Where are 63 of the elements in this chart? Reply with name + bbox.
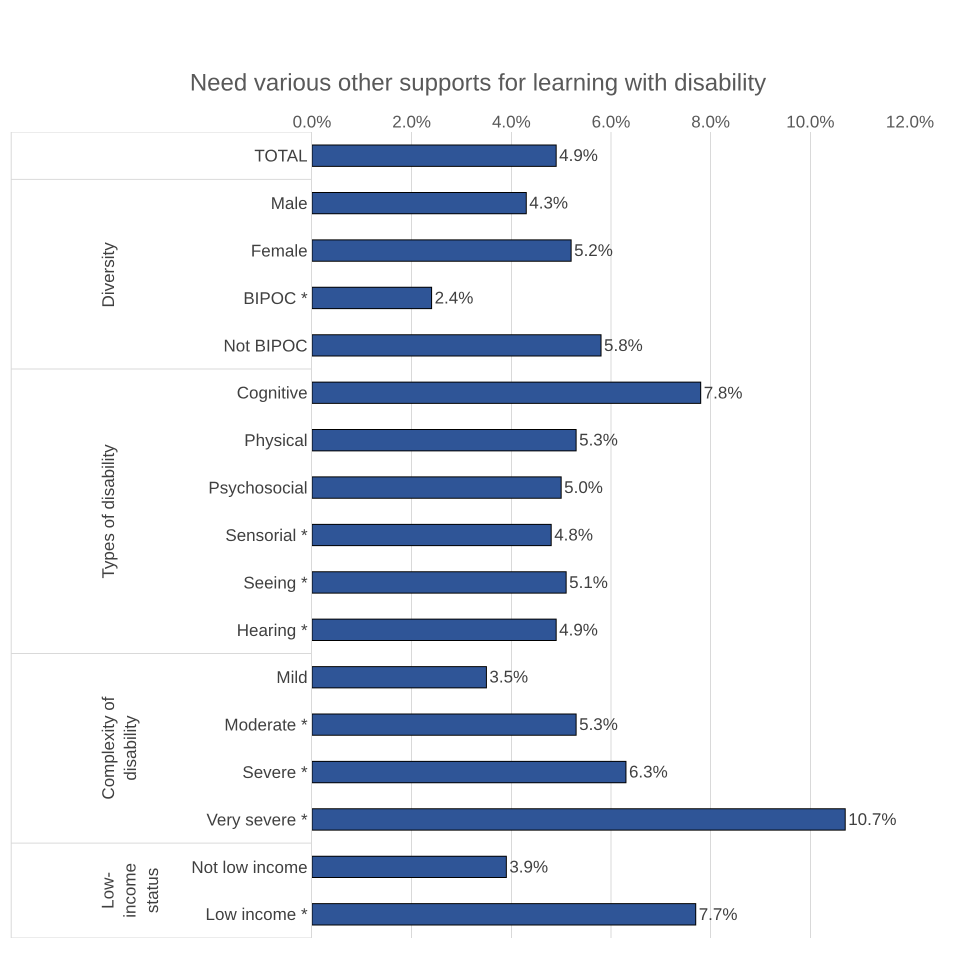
data-label: 3.5% (489, 668, 528, 687)
data-label: 2.4% (434, 288, 474, 308)
text: Types of disability (98, 444, 118, 579)
y-tick-label: Seeing * (243, 573, 308, 592)
bar (312, 286, 432, 310)
text: Diversity (98, 242, 118, 308)
bar (312, 713, 577, 736)
y-tick-label: BIPOC * (243, 288, 308, 308)
bar (312, 144, 557, 167)
chart-title: Need various other supports for learning with disability (190, 69, 766, 96)
y-tick-label: TOTAL (254, 146, 308, 166)
x-tick-label: 2.0% (392, 112, 432, 132)
data-label: 5.1% (569, 572, 608, 592)
bar (312, 476, 562, 499)
data-label: 4.8% (554, 526, 593, 544)
bar (312, 760, 626, 784)
bar (312, 239, 572, 262)
y-tick-label: Sensorial * (225, 526, 308, 545)
y-tick-label: Moderate * (224, 716, 308, 735)
data-label: 4.3% (529, 194, 568, 213)
y-tick-label: Physical (244, 431, 308, 450)
y-tick-label: Female (250, 241, 308, 260)
y-tick-label: Male (270, 194, 308, 214)
x-tick-label: 6.0% (592, 112, 630, 132)
data-label: 5.8% (604, 336, 643, 355)
y-tick-label: Not low income (191, 858, 308, 877)
x-tick-label: 8.0% (691, 112, 730, 132)
text: Low-income status (98, 863, 162, 918)
x-tick-label: 10.0% (786, 112, 834, 132)
y-tick-label: Low income * (206, 905, 308, 924)
data-label: 7.8% (704, 383, 742, 402)
text: Complexity of disability (98, 696, 140, 800)
bar (312, 808, 846, 831)
y-tick-label: Mild (276, 668, 308, 688)
bar (312, 666, 487, 688)
x-tick-label: 4.0% (492, 112, 531, 132)
bar (312, 334, 602, 357)
y-tick-label: Psychosocial (208, 478, 308, 498)
bar (312, 856, 507, 878)
data-label: 5.3% (579, 430, 618, 450)
x-tick-label: 0.0% (292, 112, 332, 132)
y-tick-label: Not BIPOC (224, 336, 308, 356)
data-label: 4.9% (559, 146, 598, 166)
bar (312, 618, 557, 641)
bar (312, 571, 567, 594)
data-label: 5.3% (579, 715, 618, 734)
y-tick-label: Cognitive (236, 384, 308, 403)
bar (312, 192, 527, 214)
bar (312, 382, 702, 404)
data-label: 5.0% (564, 478, 603, 498)
data-label: 7.7% (698, 904, 738, 924)
data-label: 6.3% (628, 762, 668, 782)
data-label: 10.7% (848, 810, 896, 829)
y-tick-label: Very severe * (206, 810, 308, 830)
y-tick-label: Severe * (242, 763, 308, 782)
data-label: 5.2% (574, 241, 613, 260)
bar (312, 903, 696, 926)
data-label: 4.9% (559, 620, 598, 640)
y-tick-label: Hearing * (236, 620, 308, 640)
x-tick-label: 12.0% (886, 112, 934, 132)
bar (312, 524, 552, 546)
data-label: 3.9% (509, 857, 548, 876)
bar (312, 429, 577, 452)
